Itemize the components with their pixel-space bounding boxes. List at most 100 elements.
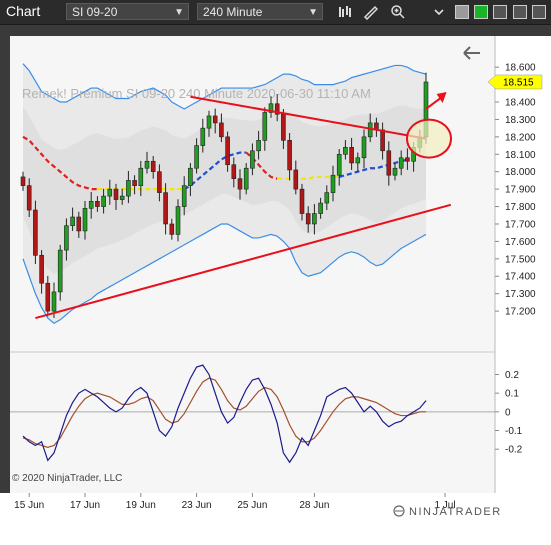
candle	[219, 113, 224, 143]
maximize-button[interactable]	[493, 5, 507, 19]
candle	[126, 171, 131, 204]
candle	[138, 160, 144, 197]
time-tick-label: 17 Jun	[70, 500, 100, 511]
candle	[212, 108, 218, 134]
price-tick-label: 18.300	[505, 115, 536, 126]
time-tick-label: 15 Jun	[14, 500, 44, 511]
candle	[299, 183, 305, 221]
candle	[405, 148, 410, 170]
trend-line-segment	[277, 175, 340, 180]
candle	[262, 107, 268, 151]
candle	[169, 218, 175, 240]
candle	[349, 137, 354, 170]
osc-tick-label: -0.1	[505, 426, 523, 437]
price-tick-label: 17.700	[505, 219, 536, 230]
chart-toolbar: Chart SI 09-20 ▼ 240 Minute ▼	[0, 0, 551, 25]
brand-text: NINJATRADER	[409, 506, 502, 518]
price-tick-label: 17.400	[505, 272, 536, 283]
oscillator-main-line	[22, 364, 427, 464]
candle	[113, 183, 119, 211]
last-price-marker: 18.515	[487, 74, 543, 90]
candle	[392, 162, 398, 181]
breakout-circle[interactable]	[406, 118, 452, 159]
time-tick-label: 19 Jun	[126, 500, 156, 511]
lower-band-line	[22, 223, 427, 325]
restore-button[interactable]	[513, 5, 527, 19]
candle	[70, 207, 75, 231]
band-inner-fill	[23, 105, 426, 274]
ninjatrader-logo: NINJATRADER	[393, 505, 502, 518]
drawing-tools-icon[interactable]	[362, 4, 378, 20]
color-swatch-green[interactable]	[474, 5, 488, 19]
price-tick-label: 18.600	[505, 63, 536, 74]
price-tick-label: 17.800	[505, 202, 536, 213]
candle	[386, 141, 392, 186]
candle	[336, 149, 342, 186]
candle	[231, 157, 237, 188]
candle	[355, 152, 361, 172]
time-tick-label: 28 Jun	[299, 500, 329, 511]
instrument-label: SI 09-20	[72, 5, 118, 19]
price-tick-label: 17.200	[505, 307, 536, 318]
upper-band-line	[22, 63, 427, 110]
price-tick-label: 17.900	[505, 185, 536, 196]
time-tick-label: 23 Jun	[182, 500, 212, 511]
zoom-icon[interactable]	[390, 4, 406, 20]
candle	[76, 211, 82, 238]
resistance-trendline[interactable]	[190, 95, 427, 140]
price-tick-label: 18.200	[505, 132, 536, 143]
candle	[287, 133, 292, 181]
chart-area[interactable]: Remek! Premium SI 09-20 240 Minute 2020-…	[0, 24, 551, 545]
candle	[26, 178, 32, 218]
candle	[225, 131, 230, 172]
candle	[57, 244, 63, 301]
candle	[175, 199, 181, 242]
candle	[150, 156, 156, 179]
candle	[194, 138, 199, 174]
osc-tick-label: 0.2	[505, 370, 519, 381]
trend-line-segment	[183, 151, 247, 191]
candle	[206, 110, 212, 137]
last-price-label: 18.515	[503, 77, 534, 88]
candle	[39, 250, 44, 294]
candle	[243, 162, 249, 195]
osc-tick-label: 0	[505, 407, 511, 418]
instrument-selector[interactable]: SI 09-20 ▼	[66, 3, 189, 20]
candle	[64, 218, 69, 261]
candle	[163, 183, 168, 235]
chevron-down-icon: ▼	[308, 7, 318, 18]
candle	[256, 130, 261, 160]
trend-line-segment	[22, 135, 98, 191]
chevron-down-icon[interactable]	[431, 4, 447, 20]
candle	[95, 196, 100, 212]
candle	[82, 200, 88, 240]
price-tick-label: 17.300	[505, 289, 536, 300]
candle	[132, 175, 137, 195]
window-title: Chart	[6, 3, 41, 19]
candle	[361, 129, 367, 169]
trend-line-segment	[245, 151, 278, 180]
back-arrow-icon[interactable]	[463, 46, 480, 60]
candle	[398, 150, 404, 176]
osc-tick-label: -0.2	[505, 445, 523, 456]
color-swatch-grey[interactable]	[455, 5, 469, 19]
candle	[318, 197, 323, 219]
price-tick-label: 18.400	[505, 98, 536, 109]
time-tick-label: 25 Jun	[237, 500, 267, 511]
candle	[181, 176, 187, 216]
oscillator-signal-line	[22, 377, 426, 448]
bar-type-icon[interactable]	[337, 4, 353, 20]
candle	[88, 191, 94, 219]
candle	[157, 164, 162, 202]
price-tick-label: 18.100	[505, 150, 536, 161]
time-axis-background	[0, 493, 495, 545]
interval-selector[interactable]: 240 Minute ▼	[197, 3, 323, 20]
candle	[119, 188, 125, 205]
candle	[343, 139, 348, 160]
support-trendline[interactable]	[35, 203, 452, 320]
price-tick-label: 17.500	[505, 254, 536, 265]
candle	[107, 179, 113, 205]
close-button[interactable]	[532, 5, 546, 19]
copyright-text: © 2020 NinjaTrader, LLC	[12, 473, 122, 484]
